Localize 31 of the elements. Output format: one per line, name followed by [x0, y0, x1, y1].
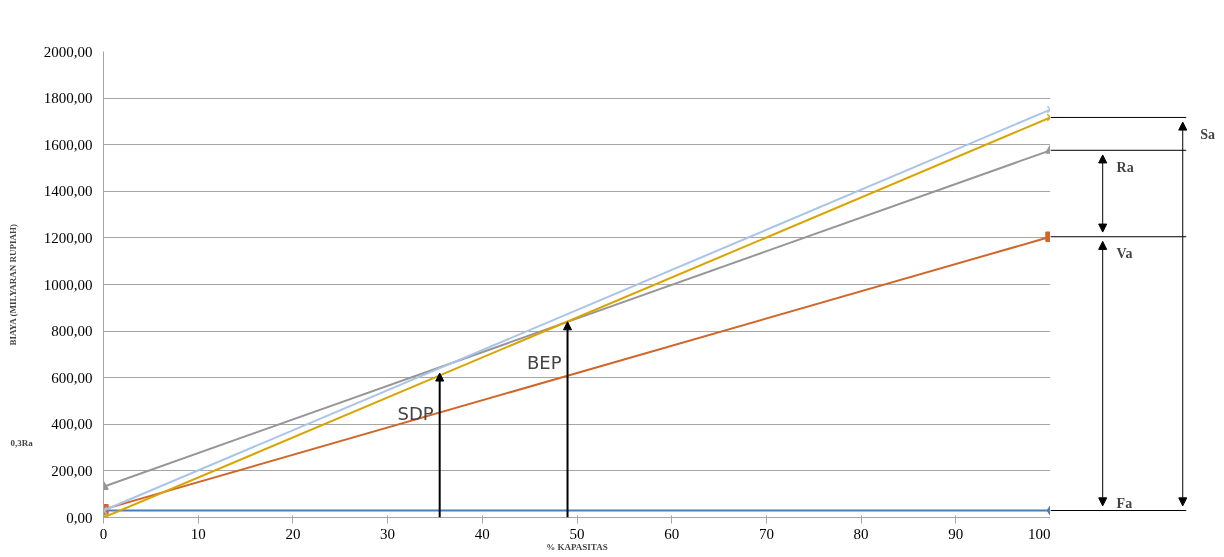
x-tick-label: 30	[380, 525, 396, 542]
text: Ra	[1116, 159, 1134, 175]
x-tick-label: 90	[948, 525, 964, 542]
text: Va	[1116, 246, 1133, 262]
annotation: SDP	[397, 403, 434, 425]
x-tick-label: 20	[285, 525, 301, 542]
x-tick-label: 60	[664, 525, 680, 542]
x-tick-label: 70	[758, 525, 774, 542]
y-tick-label: 1600,00	[43, 136, 93, 153]
y-tick-label: 600,00	[51, 369, 93, 386]
x-tick-label: 40	[474, 525, 490, 542]
text: Sa	[1200, 126, 1215, 142]
text: Fa	[1116, 495, 1133, 511]
x-axis-title: % KAPASITAS	[546, 541, 608, 552]
y-tick-label: 0,00	[66, 509, 93, 526]
y-axis-title: BIAYA (MILYARAN RUPIAH)	[7, 223, 18, 346]
annotation: BEP	[526, 351, 562, 373]
y-tick-label: 1000,00	[43, 276, 93, 293]
x-tick-label: 0	[99, 525, 108, 542]
y-tick-label: 1400,00	[43, 183, 93, 200]
y-tick-label: 2000,00	[43, 43, 93, 60]
x-tick-label: 100	[1028, 525, 1051, 542]
y-tick-label: 400,00	[51, 416, 93, 433]
x-tick-label: 10	[190, 525, 206, 542]
y-tick-label: 800,00	[51, 323, 93, 340]
y-tick-label: 1200,00	[43, 229, 93, 246]
y-tick-label: 200,00	[51, 462, 93, 479]
x-tick-label: 80	[853, 525, 869, 542]
text: 0,3Ra	[10, 437, 34, 448]
x-tick-label: 50	[569, 525, 585, 542]
y-tick-label: 1800,00	[43, 90, 93, 107]
